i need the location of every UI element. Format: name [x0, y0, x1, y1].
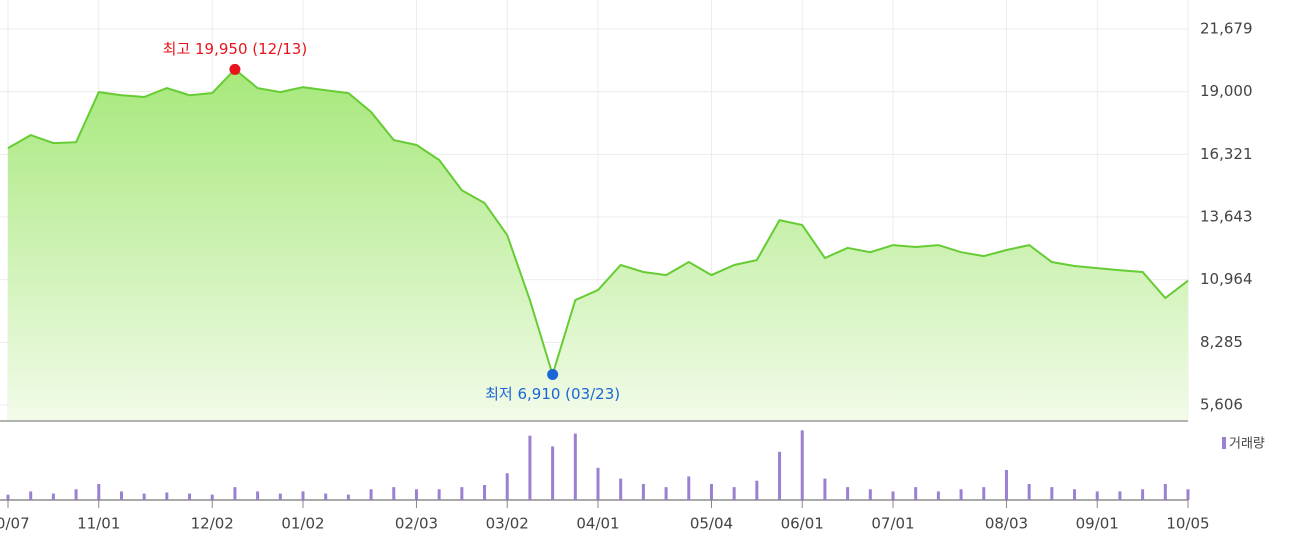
volume-bar: [619, 478, 623, 500]
volume-bar: [505, 473, 509, 500]
x-tick-label: 03/02: [486, 515, 529, 533]
x-tick-label: 08/03: [985, 515, 1028, 533]
volume-bar: [823, 478, 827, 500]
volume-bar: [324, 493, 328, 500]
annotation-label: 최고 19,950 (12/13): [163, 40, 308, 58]
x-tick-label: 09/01: [1076, 515, 1119, 533]
volume-bar: [891, 491, 895, 500]
volume-bar: [74, 489, 78, 500]
volume-bar: [641, 483, 645, 500]
volume-bar: [1073, 489, 1077, 500]
volume-bar: [528, 435, 532, 500]
volume-bar: [868, 489, 872, 500]
volume-bar: [142, 493, 146, 500]
volume-bar: [959, 489, 963, 500]
volume-bar: [755, 480, 759, 500]
x-tick-label: 05/04: [690, 515, 733, 533]
y-tick-label: 13,643: [1200, 207, 1253, 225]
legend-swatch: [1222, 437, 1226, 449]
volume-bar: [392, 487, 396, 500]
volume-bar: [188, 493, 192, 500]
volume-bar: [732, 487, 736, 500]
volume-bar: [1141, 489, 1145, 500]
volume-bar: [1027, 483, 1031, 500]
y-tick-label: 19,000: [1200, 82, 1253, 100]
volume-bar: [210, 494, 214, 500]
price-line: [7, 68, 1189, 378]
y-tick-label: 10,964: [1200, 270, 1253, 288]
volume-bar: [936, 491, 940, 500]
volume-bar: [800, 430, 804, 500]
volume-bar: [414, 489, 418, 500]
volume-bar: [1095, 491, 1099, 500]
volume-bar: [846, 487, 850, 500]
volume-bar: [1118, 491, 1122, 500]
volume-bar: [709, 483, 713, 500]
x-tick-label: 04/01: [576, 515, 619, 533]
volume-bar: [6, 494, 10, 500]
volume-bar: [1163, 483, 1167, 500]
volume-bar: [165, 492, 169, 500]
volume-bar: [97, 483, 101, 500]
volume-bar: [1050, 487, 1054, 500]
volume-bar: [460, 487, 464, 500]
annotation-marker: [547, 369, 559, 381]
annotation-marker: [229, 63, 241, 75]
volume-bar: [664, 487, 668, 500]
legend-label: 거래량: [1229, 437, 1265, 452]
x-tick-label: 02/03: [395, 515, 438, 533]
volume-bar: [51, 493, 55, 500]
x-tick-label: 10/05: [1166, 515, 1209, 533]
volume-bar: [551, 446, 555, 500]
volume-bar: [256, 491, 260, 500]
volume-bar: [1004, 470, 1008, 500]
y-tick-label: 16,321: [1200, 145, 1253, 163]
volume-bar: [483, 485, 487, 500]
x-tick-label: 06/01: [781, 515, 824, 533]
volume-bar: [687, 476, 691, 500]
volume-bar: [369, 489, 373, 500]
x-tick-label: 11/01: [77, 515, 120, 533]
y-tick-label: 8,285: [1200, 333, 1243, 351]
x-tick-label: 10/07: [0, 515, 30, 533]
volume-bar: [1186, 489, 1190, 500]
volume-bar: [982, 487, 986, 500]
volume-bar: [346, 494, 350, 500]
volume-bar: [119, 491, 123, 500]
x-tick-label: 01/02: [281, 515, 324, 533]
x-tick-label: 12/02: [191, 515, 234, 533]
volume-bar: [233, 487, 237, 500]
volume-bar: [596, 467, 600, 500]
annotation-label: 최저 6,910 (03/23): [485, 385, 620, 403]
volume-bar: [778, 451, 782, 500]
volume-bar: [573, 433, 577, 500]
volume-bar: [301, 491, 305, 500]
y-tick-label: 21,679: [1200, 19, 1253, 37]
y-tick-label: 5,606: [1200, 396, 1243, 414]
x-tick-label: 07/01: [871, 515, 914, 533]
volume-bar: [29, 491, 33, 500]
volume-bar: [278, 493, 282, 500]
volume-bar: [914, 487, 918, 500]
price-area: [8, 69, 1188, 422]
volume-bar: [437, 489, 441, 500]
